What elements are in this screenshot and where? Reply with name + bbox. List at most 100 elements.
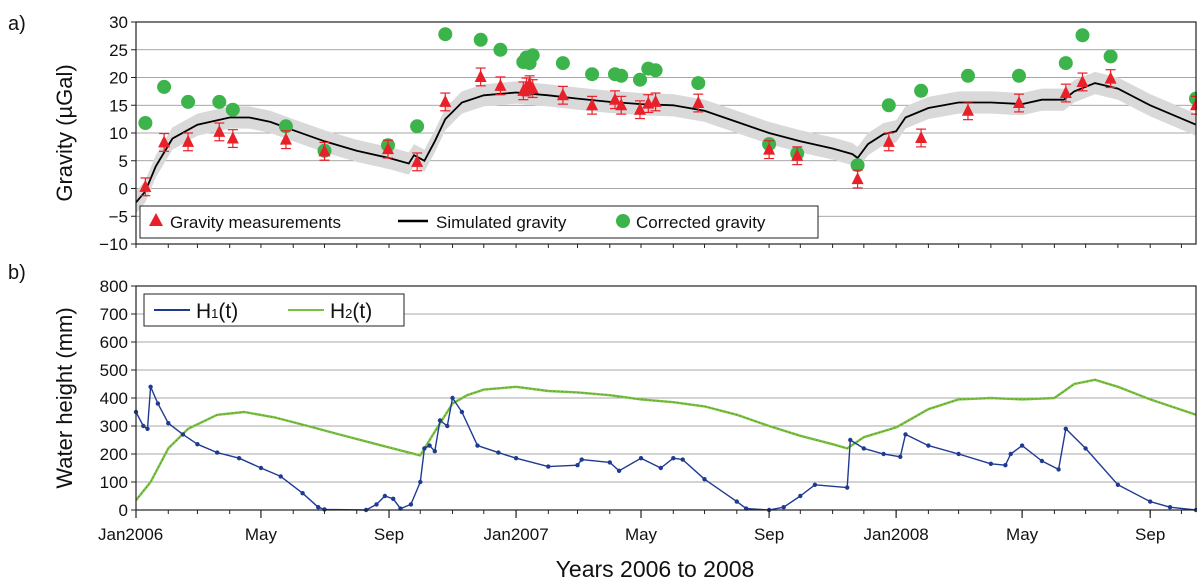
h1-point	[812, 482, 818, 487]
h1-point	[926, 443, 931, 448]
corrected-gravity-point	[410, 119, 425, 134]
h1-point	[956, 451, 961, 457]
gravity-measurement-point	[1190, 98, 1197, 111]
h1-point	[702, 477, 707, 482]
corrected-gravity-point	[961, 68, 975, 83]
gravity-measurement-point	[158, 135, 171, 148]
h1-point	[450, 395, 455, 401]
corrected-gravity-point	[438, 27, 453, 42]
legend-h2-suffix: (t)	[352, 300, 372, 323]
h1-point	[1063, 426, 1069, 431]
x-tick-label: May	[245, 525, 278, 544]
gravity-measurement-point	[279, 132, 292, 145]
panel-b-axes: 0 100 200 300 400 500 600 700 800	[100, 277, 136, 520]
h1-point	[1148, 499, 1153, 504]
legend-h2-name: H	[330, 300, 345, 323]
panel-b-y-tick-label: 800	[100, 277, 128, 296]
corrected-gravity-point	[1058, 56, 1073, 71]
corrected-gravity-point	[525, 48, 540, 63]
h1-point	[607, 460, 612, 465]
h1-point	[513, 456, 519, 461]
h1-point	[432, 449, 437, 454]
h1-point	[148, 384, 153, 389]
x-tick-label: Sep	[1135, 525, 1165, 544]
panel-a-y-tick-label: 20	[109, 69, 128, 88]
legend-label-h1: H1(t)	[196, 300, 238, 323]
shared-x-axis: Jan2006 May Sep Jan2007 May Sep Jan2008 May Sep	[98, 244, 1182, 544]
h1-point	[781, 505, 786, 510]
corrected-gravity-point	[1103, 49, 1118, 64]
h1-point	[459, 409, 465, 415]
corrected-gravity-point	[278, 119, 293, 134]
corrected-gravity-point	[914, 83, 929, 98]
h1-point	[141, 423, 146, 429]
panel-b-y-tick-label: 600	[100, 333, 128, 352]
h1-point	[155, 401, 161, 406]
legend-label-corrected: Corrected gravity	[636, 213, 766, 232]
simulated-uncertainty-band	[136, 71, 1196, 214]
gravity-measurement-point	[649, 94, 662, 107]
panel-a-y-tick-label: 15	[109, 96, 128, 115]
panel-a-y-tick-label: 5	[119, 152, 128, 171]
gravity-measurement-point	[961, 103, 974, 116]
gravity-measurement-point	[139, 179, 152, 192]
h1-point	[145, 426, 150, 431]
h1-point	[575, 463, 580, 468]
panel-a-label: a)	[8, 13, 26, 35]
h2-line	[135, 378, 1197, 501]
corrected-gravity-point	[493, 42, 508, 57]
h1-point	[1083, 446, 1088, 451]
panel-a-y-tick-label: 0	[119, 180, 128, 199]
panel-b-label: b)	[8, 262, 26, 284]
h1-point	[180, 432, 186, 437]
gravity-measurement-point	[439, 94, 452, 107]
h1-point	[1008, 451, 1013, 457]
gravity-measurement-point	[226, 131, 239, 144]
corrected-gravity-point	[212, 94, 227, 109]
corrected-gravity-point	[138, 116, 153, 130]
gravity-measurement-point	[411, 154, 424, 167]
panel-b-plot	[133, 378, 1197, 513]
h1-point	[1003, 463, 1008, 468]
legend-circle-marker-icon	[616, 214, 630, 228]
gravity-measurement-point	[851, 172, 864, 185]
corrected-gravity-point	[585, 67, 600, 82]
legend-h1-name: H	[196, 300, 211, 323]
h1-point	[680, 457, 685, 462]
corrected-gravity-point	[648, 63, 663, 78]
panel-b-legend: H1(t) H2(t)	[143, 293, 405, 327]
gravity-measurement-point	[915, 130, 928, 143]
gravity-measurement-point	[1104, 71, 1117, 84]
corrected-gravity-point	[691, 76, 706, 91]
gravity-measurement-point	[1076, 74, 1089, 87]
h1-point	[798, 493, 803, 499]
panel-b-y-tick-label: 400	[100, 389, 128, 408]
h1-point	[546, 464, 551, 469]
h1-point	[422, 446, 427, 451]
h1-point	[734, 499, 739, 504]
h1-point	[496, 450, 501, 455]
x-tick-label: Jan2006	[98, 525, 163, 544]
h1-point	[1056, 467, 1061, 472]
h1-point	[671, 456, 676, 461]
gravity-measurement-point	[692, 96, 705, 109]
h1-point	[1019, 443, 1025, 448]
corrected-gravity-point	[881, 98, 896, 113]
h1-point	[1167, 505, 1173, 510]
gravity-measurement-point	[586, 98, 599, 111]
corrected-gravity-point	[473, 32, 488, 47]
h1-point	[475, 443, 480, 448]
gravity-measurement-point	[615, 98, 628, 111]
h1-point	[427, 443, 432, 448]
h1-point	[861, 446, 866, 451]
x-tick-label: May	[625, 525, 658, 544]
corrected-gravity-point	[181, 94, 196, 109]
h1-point	[881, 451, 886, 457]
panel-a-axes: −10 −5 0 5 10 15 20 25 30	[99, 13, 136, 254]
h1-point	[391, 496, 396, 501]
gravity-measurement-point	[791, 148, 804, 161]
h1-point	[408, 502, 414, 507]
corrected-gravity-point	[850, 158, 865, 173]
panel-b-y-tick-label: 100	[100, 473, 128, 492]
h1-point	[848, 437, 853, 443]
